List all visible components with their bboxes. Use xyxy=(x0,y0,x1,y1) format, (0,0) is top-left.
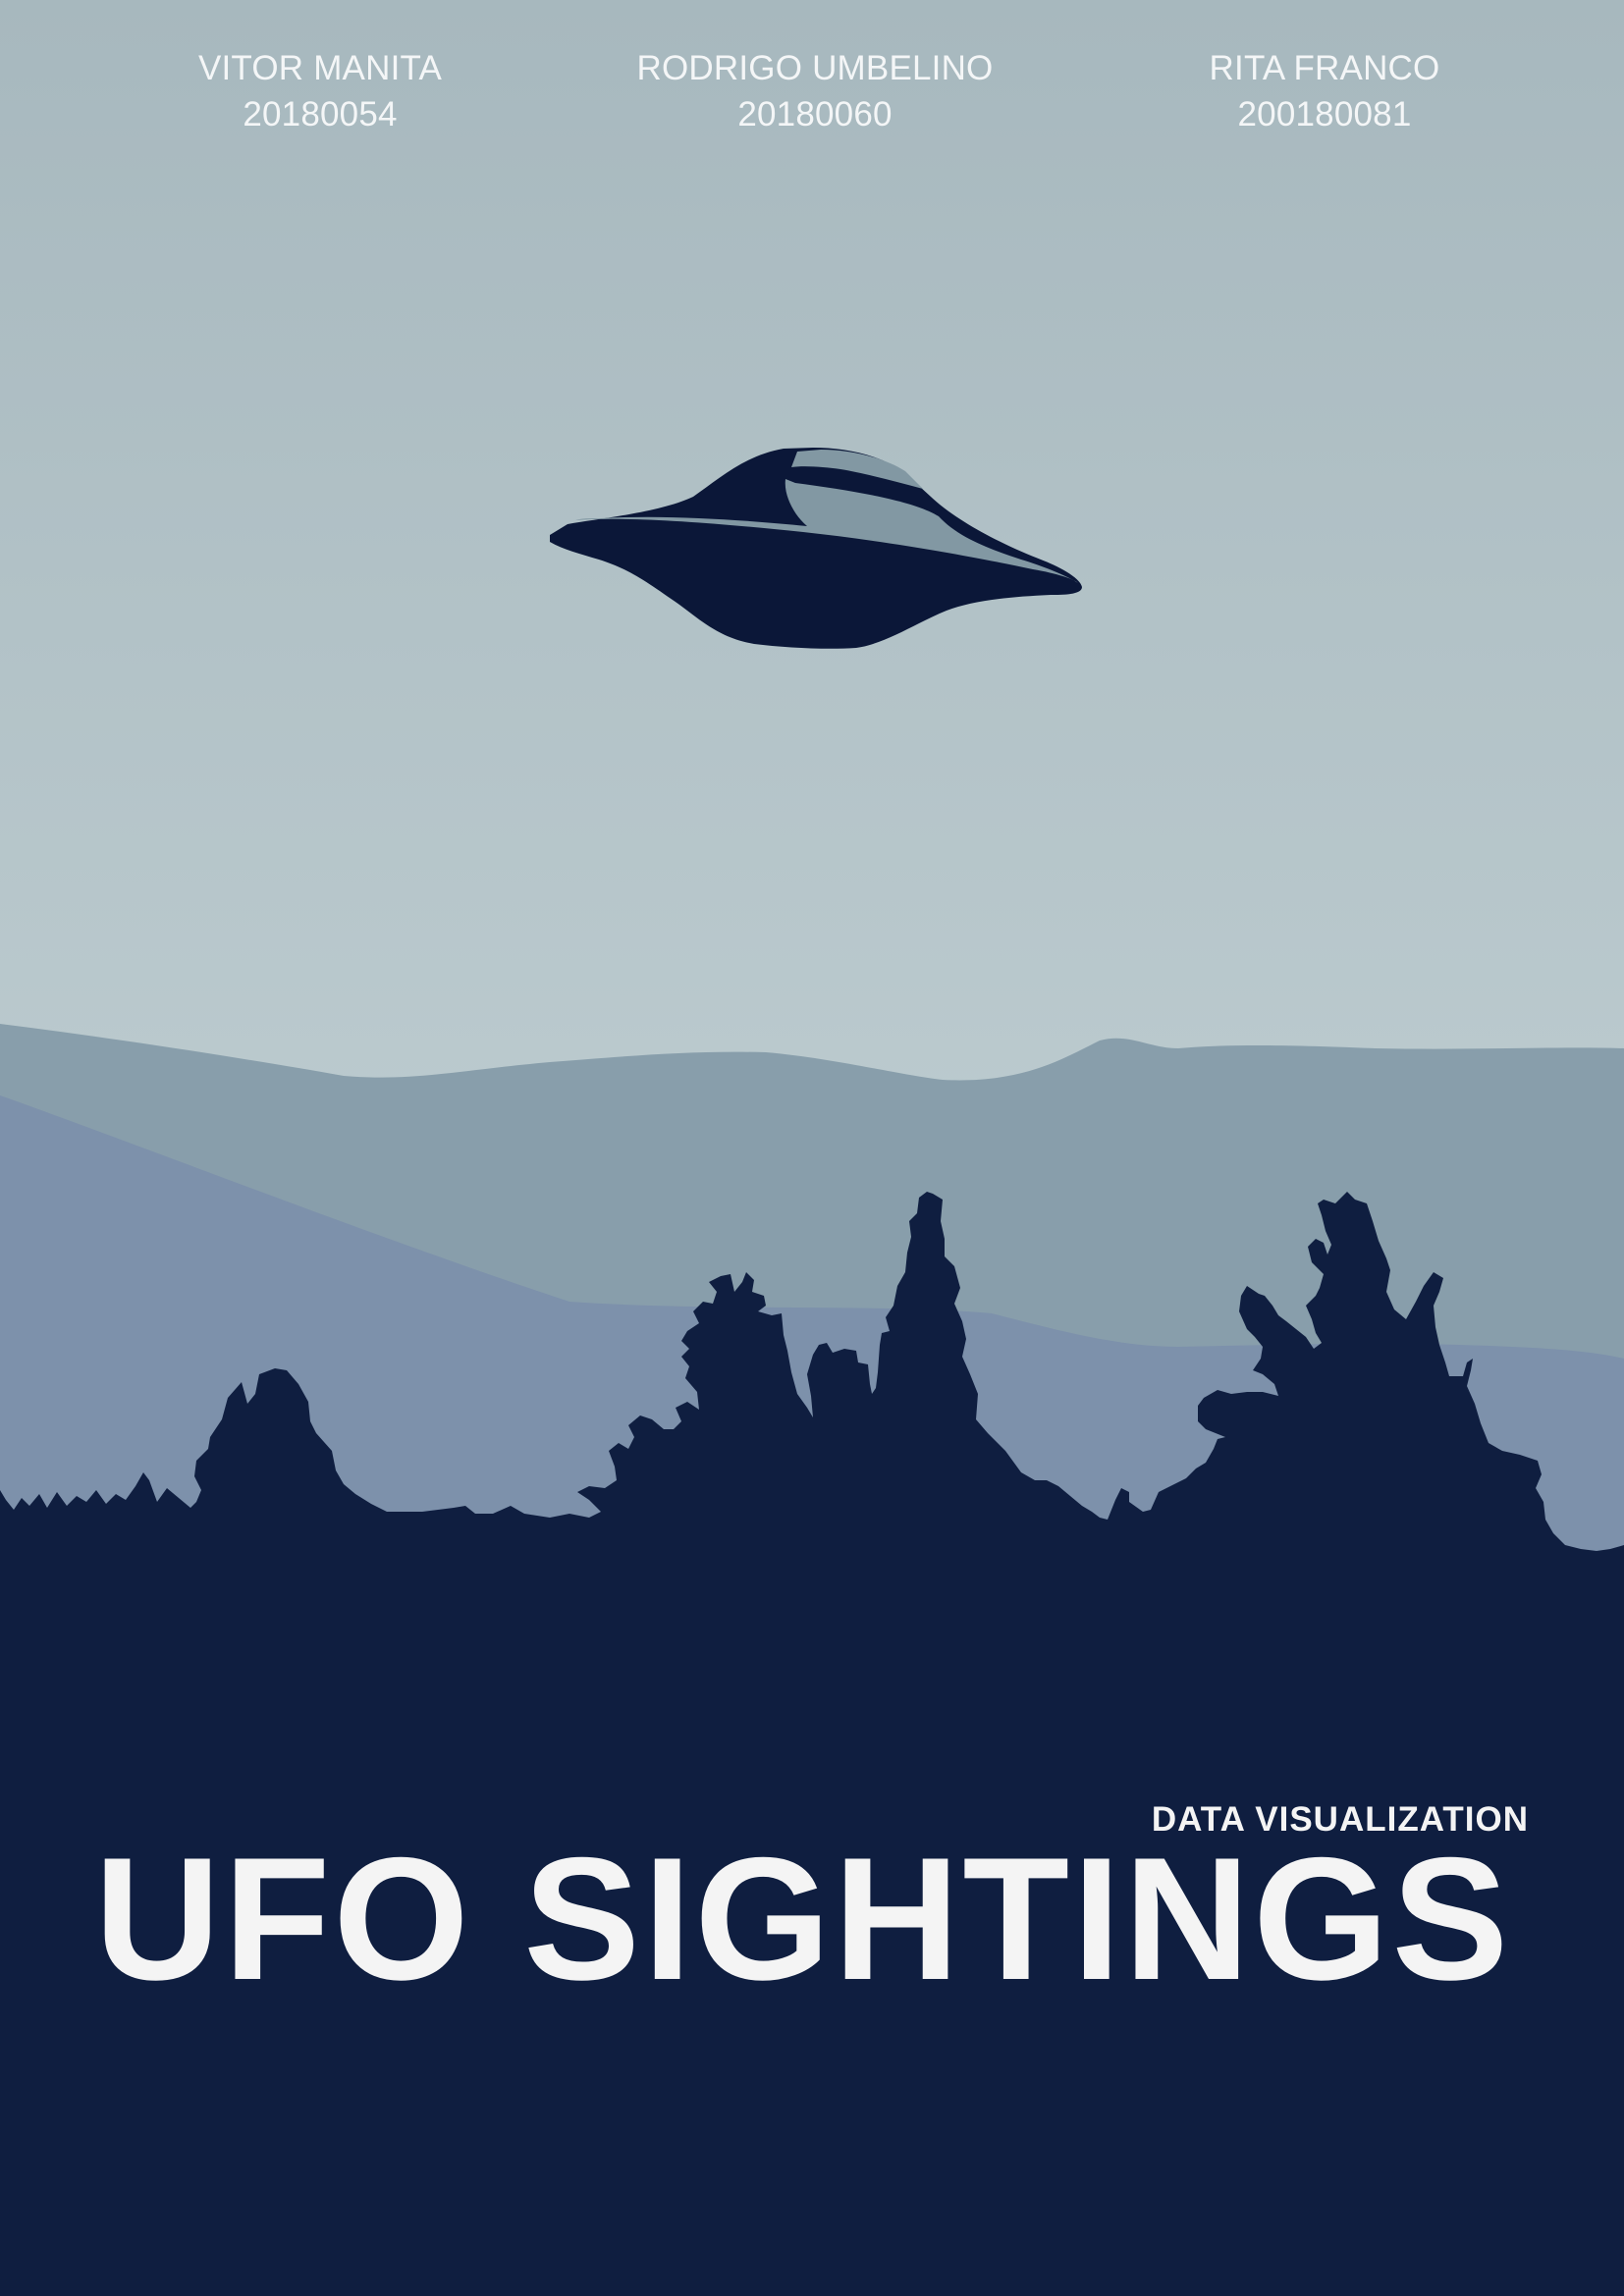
poster-subtitle: DATA VISUALIZATION xyxy=(1151,1800,1529,1839)
ufo-rim-highlight xyxy=(575,479,1078,583)
ufo-icon xyxy=(550,448,1082,649)
author-student-number: 20180060 xyxy=(737,95,893,133)
author-name: RODRIGO UMBELINO xyxy=(636,49,994,87)
forest-silhouette xyxy=(0,1192,1624,2296)
ufo-dome-highlight xyxy=(791,450,923,489)
author-student-number: 20180054 xyxy=(243,95,398,133)
authors-header: VITOR MANITA 20180054 RODRIGO UMBELINO 2… xyxy=(0,45,1624,143)
author-name: RITA FRANCO xyxy=(1209,49,1440,87)
author-vitor-manita: VITOR MANITA 20180054 xyxy=(75,45,566,137)
poster-title: UFO SIGHTINGS xyxy=(94,1821,1512,2016)
author-rodrigo-umbelino: RODRIGO UMBELINO 20180060 xyxy=(569,45,1060,137)
author-student-number: 200180081 xyxy=(1237,95,1412,133)
author-name: VITOR MANITA xyxy=(197,49,443,87)
ufo-hull xyxy=(550,448,1082,649)
author-rita-franco: RITA FRANCO 200180081 xyxy=(1079,45,1570,137)
